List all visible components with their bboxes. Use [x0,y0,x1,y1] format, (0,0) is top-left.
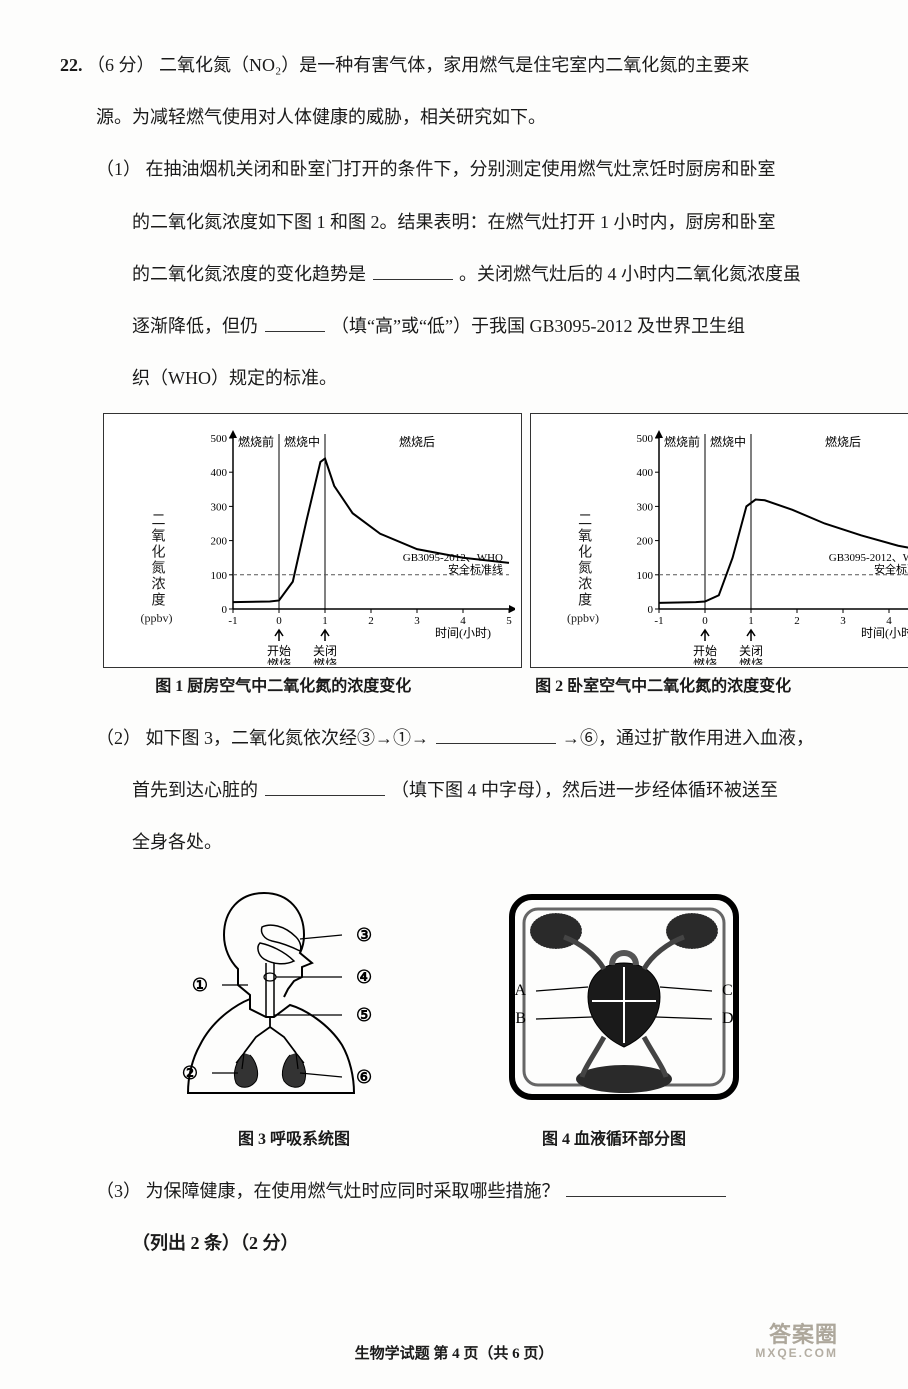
part2-label: （2） [96,728,141,748]
svg-text:①: ① [192,975,208,995]
diagrams-row: ① ② ③ ④ ⑤ ⑥ AB CD [60,877,848,1117]
diagram-captions: 图 3 呼吸系统图 图 4 血液循环部分图 [60,1125,848,1155]
part1-line5: 织（WHO）规定的标准。 [60,361,848,395]
svg-text:2: 2 [795,615,801,627]
chart2-title: 图 2 卧室空气中二氧化氮的浓度变化 [478,672,848,702]
svg-text:时间(小时): 时间(小时) [861,626,908,640]
svg-text:400: 400 [637,468,654,480]
question-number: 22. [60,55,83,75]
svg-text:安全标准线: 安全标准线 [448,562,503,576]
intro-line1: 二氧化氮（NO₂）是一种有害气体，家用燃气是住宅室内二氧化氮的主要来 [159,55,749,75]
svg-text:③: ③ [356,925,372,945]
svg-text:燃烧中: 燃烧中 [710,434,746,449]
svg-text:0: 0 [221,604,227,616]
fig3-respiratory-diagram: ① ② ③ ④ ⑤ ⑥ [144,877,424,1117]
part2-line2: 首先到达心脏的 （填下图 4 中字母），然后进一步经体循环被送至 [60,773,848,807]
part2-line3: 全身各处。 [60,825,848,859]
svg-text:燃烧前: 燃烧前 [238,434,274,449]
svg-text:关闭: 关闭 [313,644,337,658]
charts-row: 二氧化氮浓度 (ppbv) 0100200300400500-1012345时间… [60,413,848,668]
svg-text:0: 0 [648,604,654,616]
chart1-ylabel: 二氧化氮浓度 (ppbv) [108,512,205,666]
chart1-title: 图 1 厨房空气中二氧化氮的浓度变化 [98,672,468,702]
svg-text:500: 500 [210,433,227,445]
svg-text:C: C [722,982,733,999]
chart1-box: 二氧化氮浓度 (ppbv) 0100200300400500-1012345时间… [103,413,522,668]
svg-text:④: ④ [356,967,372,987]
svg-text:A: A [514,982,526,999]
svg-text:⑥: ⑥ [356,1067,372,1087]
part1-line1: （1） 在抽油烟机关闭和卧室门打开的条件下，分别测定使用燃气灶烹饪时厨房和卧室 [60,152,848,186]
svg-text:500: 500 [637,433,654,445]
svg-text:1: 1 [749,615,755,627]
blank-measures[interactable] [566,1179,726,1197]
part3-label: （3） [96,1181,141,1201]
svg-text:GB3095-2012、WHO: GB3095-2012、WHO [403,552,503,564]
svg-text:燃烧中: 燃烧中 [284,434,320,449]
chart1-svg: 0100200300400500-1012345时间(小时)燃烧前燃烧中燃烧后G… [205,420,515,665]
svg-text:燃烧: 燃烧 [739,656,763,665]
part1-label: （1） [96,159,141,179]
svg-text:400: 400 [210,468,227,480]
blank-path[interactable] [436,726,556,744]
svg-text:-1: -1 [655,615,664,627]
part3-line2: （列出 2 条）（2 分） [60,1226,848,1260]
fig4-title: 图 4 血液循环部分图 [484,1125,744,1155]
svg-text:0: 0 [703,615,709,627]
svg-text:燃烧后: 燃烧后 [399,434,435,449]
part1-line3: 的二氧化氮浓度的变化趋势是 。关闭燃气灶后的 4 小时内二氧化氮浓度虽 [60,257,848,291]
svg-text:-1: -1 [228,615,237,627]
svg-text:燃烧: 燃烧 [267,656,291,665]
part2-line1: （2） 如下图 3，二氧化氮依次经③→①→ →⑥，通过扩散作用进入血液， [60,721,848,755]
part3-line1: （3） 为保障健康，在使用燃气灶时应同时采取哪些措施？ [60,1174,848,1208]
svg-text:时间(小时): 时间(小时) [435,626,491,640]
part1-line4: 逐渐降低，但仍 （填“高”或“低”）于我国 GB3095-2012 及世界卫生组 [60,309,848,343]
svg-text:2: 2 [368,615,374,627]
blank-trend[interactable] [373,262,453,280]
watermark: 答案圈 MXQE.COM [755,1323,838,1360]
svg-text:0: 0 [276,615,282,627]
intro-line2: 源。为减轻燃气使用对人体健康的威胁，相关研究如下。 [60,100,848,134]
blank-heart-letter[interactable] [265,778,385,796]
chart2-box: 二氧化氮浓度 (ppbv) 0100200300400500-1012345时间… [530,413,908,668]
page-footer: 生物学试题 第 4 页（共 6 页） [60,1340,848,1369]
svg-text:开始: 开始 [267,644,291,658]
svg-text:300: 300 [210,502,227,514]
svg-text:100: 100 [637,570,654,582]
svg-text:B: B [515,1010,526,1027]
fig3-title: 图 3 呼吸系统图 [164,1125,424,1155]
blank-highlow[interactable] [265,314,325,332]
svg-text:GB3095-2012、WHO: GB3095-2012、WHO [829,552,908,564]
svg-text:5: 5 [506,615,512,627]
svg-text:②: ② [182,1063,198,1083]
question-intro: 22. （6 分） 二氧化氮（NO₂）是一种有害气体，家用燃气是住宅室内二氧化氮… [60,48,848,82]
svg-text:3: 3 [414,615,420,627]
svg-text:300: 300 [637,502,654,514]
svg-text:燃烧后: 燃烧后 [825,434,861,449]
svg-text:燃烧: 燃烧 [693,656,717,665]
svg-text:⑤: ⑤ [356,1005,372,1025]
svg-text:安全标准线: 安全标准线 [874,562,908,576]
chart2-ylabel: 二氧化氮浓度 (ppbv) [535,512,632,666]
svg-text:燃烧: 燃烧 [313,656,337,665]
chart-captions: 图 1 厨房空气中二氧化氮的浓度变化 图 2 卧室空气中二氧化氮的浓度变化 [60,672,848,702]
svg-text:200: 200 [637,536,654,548]
svg-text:200: 200 [210,536,227,548]
svg-text:关闭: 关闭 [739,644,763,658]
question-points: （6 分） [87,55,155,75]
svg-text:D: D [722,1010,734,1027]
svg-text:3: 3 [841,615,847,627]
chart2-svg: 0100200300400500-1012345时间(小时)燃烧前燃烧中燃烧后G… [631,420,908,665]
fig4-circulation-diagram: AB CD [484,877,764,1117]
svg-text:100: 100 [210,570,227,582]
svg-text:开始: 开始 [693,644,717,658]
svg-text:1: 1 [322,615,328,627]
part1-line2: 的二氧化氮浓度如下图 1 和图 2。结果表明：在燃气灶打开 1 小时内，厨房和卧… [60,205,848,239]
svg-text:燃烧前: 燃烧前 [664,434,700,449]
